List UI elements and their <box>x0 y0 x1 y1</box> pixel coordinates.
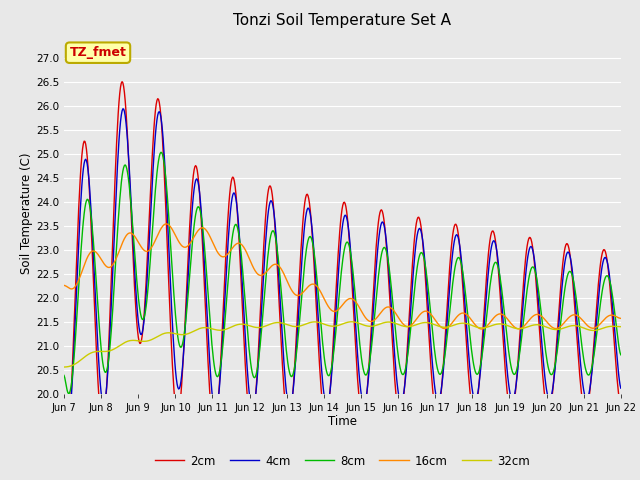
2cm <box>617 405 625 410</box>
16cm <box>163 221 170 227</box>
4cm <box>617 385 625 391</box>
16cm <box>70 285 78 291</box>
16cm <box>127 230 135 236</box>
8cm <box>412 277 419 283</box>
2cm <box>71 301 79 307</box>
Title: Tonzi Soil Temperature Set A: Tonzi Soil Temperature Set A <box>234 13 451 28</box>
8cm <box>65 391 72 396</box>
Line: 16cm: 16cm <box>64 224 621 329</box>
16cm <box>617 315 625 321</box>
4cm <box>186 249 193 254</box>
8cm <box>428 323 436 328</box>
16cm <box>411 318 419 324</box>
Y-axis label: Soil Temperature (C): Soil Temperature (C) <box>20 153 33 275</box>
16cm <box>428 312 435 317</box>
8cm <box>60 372 68 378</box>
16cm <box>60 283 68 288</box>
32cm <box>127 337 135 343</box>
Line: 4cm: 4cm <box>64 109 621 434</box>
4cm <box>71 325 79 331</box>
4cm <box>215 390 223 396</box>
32cm <box>70 362 78 368</box>
X-axis label: Time: Time <box>328 415 357 429</box>
16cm <box>185 242 193 248</box>
16cm <box>214 250 222 256</box>
32cm <box>184 331 192 336</box>
2cm <box>129 252 137 257</box>
4cm <box>60 420 68 426</box>
8cm <box>215 372 223 377</box>
8cm <box>128 216 136 222</box>
32cm <box>411 323 419 328</box>
Text: TZ_fmet: TZ_fmet <box>70 46 127 59</box>
8cm <box>157 149 164 155</box>
Line: 2cm: 2cm <box>64 82 621 455</box>
Legend: 2cm, 4cm, 8cm, 16cm, 32cm: 2cm, 4cm, 8cm, 16cm, 32cm <box>150 450 535 472</box>
2cm <box>428 377 436 383</box>
16cm <box>477 326 485 332</box>
32cm <box>60 364 68 370</box>
4cm <box>63 431 71 437</box>
8cm <box>617 352 625 358</box>
32cm <box>348 319 355 324</box>
4cm <box>129 235 137 241</box>
2cm <box>215 389 223 395</box>
2cm <box>61 452 69 457</box>
2cm <box>60 446 68 452</box>
4cm <box>428 354 436 360</box>
8cm <box>186 275 193 281</box>
2cm <box>118 79 126 84</box>
2cm <box>186 228 193 233</box>
32cm <box>214 327 221 333</box>
Line: 32cm: 32cm <box>64 322 621 367</box>
Line: 8cm: 8cm <box>64 152 621 394</box>
2cm <box>412 226 419 231</box>
4cm <box>412 244 419 250</box>
4cm <box>119 106 127 112</box>
32cm <box>617 324 625 330</box>
8cm <box>71 344 79 349</box>
32cm <box>428 321 435 326</box>
